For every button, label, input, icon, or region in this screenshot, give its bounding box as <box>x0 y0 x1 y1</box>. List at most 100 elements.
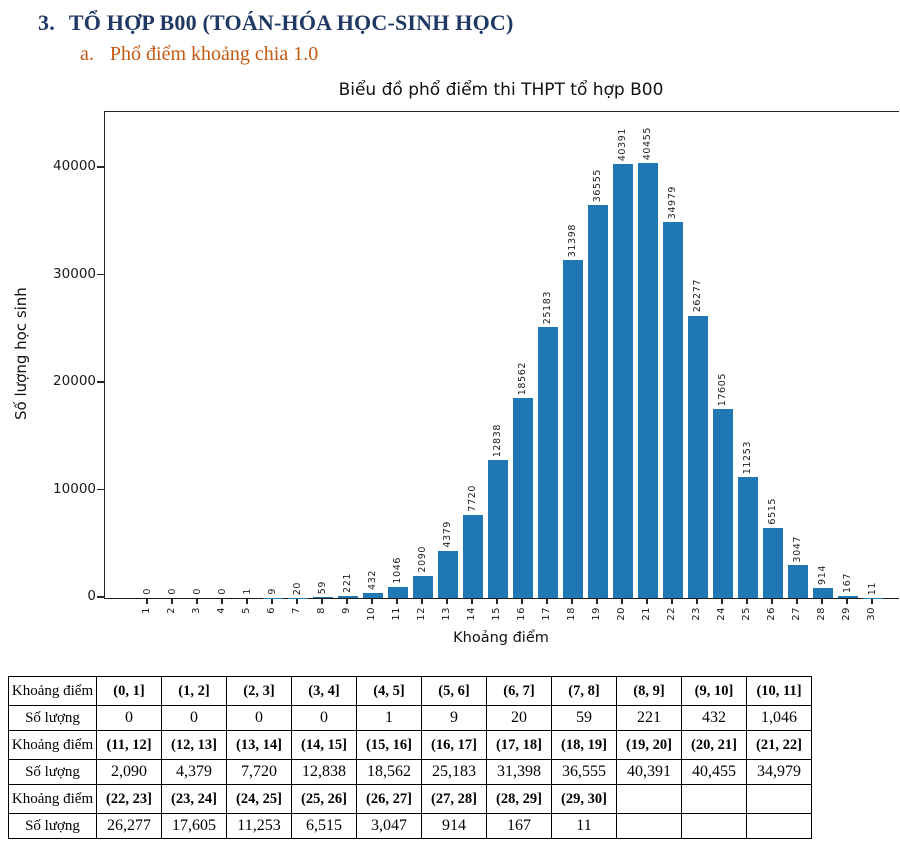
bar-value-label: 17605 <box>718 373 729 406</box>
y-tick-label: 0 <box>28 588 96 604</box>
interval-cell: (27, 28] <box>422 785 487 814</box>
count-cell: 9 <box>422 706 487 731</box>
interval-cell: (3, 4] <box>292 677 357 706</box>
count-cell: 36,555 <box>552 760 617 785</box>
bar-value-label: 6515 <box>768 498 779 525</box>
x-tick-label: 30 <box>867 607 878 621</box>
x-tick-mark <box>196 599 197 604</box>
bar-value-label: 12838 <box>493 424 504 457</box>
bar-value-label: 0 <box>193 588 204 595</box>
bar <box>613 164 633 598</box>
y-tick-label: 20000 <box>28 373 96 389</box>
interval-cell: (17, 18] <box>487 731 552 760</box>
count-cell: 17,605 <box>162 814 227 839</box>
bar-value-label: 0 <box>168 588 179 595</box>
bar-value-label: 18562 <box>518 362 529 395</box>
y-tick-mark <box>97 596 104 597</box>
bar-value-label: 40391 <box>618 128 629 161</box>
x-tick-mark <box>396 599 397 604</box>
row-header-cell: Khoảng điểm <box>9 677 97 706</box>
interval-cell: (21, 22] <box>747 731 812 760</box>
x-tick-mark <box>496 599 497 604</box>
bar <box>838 596 858 598</box>
y-tick-label: 10000 <box>28 481 96 497</box>
y-tick-label: 30000 <box>28 266 96 282</box>
x-tick-label: 11 <box>392 607 403 621</box>
section-number: 3. <box>38 10 55 36</box>
interval-cell: (2, 3] <box>227 677 292 706</box>
x-tick-mark <box>771 599 772 604</box>
count-cell: 34,979 <box>747 760 812 785</box>
count-cell: 0 <box>162 706 227 731</box>
x-tick-mark <box>696 599 697 604</box>
bar <box>688 316 708 598</box>
bar-value-label: 31398 <box>568 224 579 257</box>
x-tick-mark <box>546 599 547 604</box>
interval-cell: (4, 5] <box>357 677 422 706</box>
count-cell <box>682 814 747 839</box>
x-tick-mark <box>846 599 847 604</box>
interval-cell: (24, 25] <box>227 785 292 814</box>
bar <box>363 593 383 598</box>
bar-value-label: 11253 <box>743 441 754 474</box>
interval-cell: (14, 15] <box>292 731 357 760</box>
count-cell <box>747 814 812 839</box>
x-tick-mark <box>671 599 672 604</box>
x-tick-label: 14 <box>467 607 478 621</box>
count-cell <box>617 814 682 839</box>
x-tick-label: 12 <box>417 607 428 621</box>
bar-value-label: 167 <box>843 573 854 593</box>
interval-cell: (11, 12] <box>97 731 162 760</box>
count-cell: 25,183 <box>422 760 487 785</box>
bar <box>788 565 808 598</box>
bar <box>663 222 683 598</box>
table-row: Khoảng điểm(0, 1](1, 2](2, 3](3, 4](4, 5… <box>9 677 812 706</box>
count-cell: 3,047 <box>357 814 422 839</box>
interval-cell: (6, 7] <box>487 677 552 706</box>
interval-cell: (7, 8] <box>552 677 617 706</box>
bar-value-label: 914 <box>818 565 829 585</box>
x-tick-mark <box>171 599 172 604</box>
count-cell: 221 <box>617 706 682 731</box>
x-tick-mark <box>296 599 297 604</box>
x-tick-label: 28 <box>817 607 828 621</box>
interval-cell: (12, 13] <box>162 731 227 760</box>
interval-cell: (13, 14] <box>227 731 292 760</box>
bar <box>438 551 458 598</box>
y-axis-label: Số lượng học sinh <box>14 111 29 597</box>
interval-cell <box>617 785 682 814</box>
interval-cell: (5, 6] <box>422 677 487 706</box>
count-cell: 6,515 <box>292 814 357 839</box>
section-heading: 3. TỔ HỢP B00 (TOÁN-HÓA HỌC-SINH HỌC) <box>38 10 900 36</box>
row-header-cell: Khoảng điểm <box>9 785 97 814</box>
table-row: Khoảng điểm(11, 12](12, 13](13, 14](14, … <box>9 731 812 760</box>
bar <box>563 260 583 598</box>
bar-value-label: 7720 <box>468 485 479 512</box>
x-tick-label: 18 <box>567 607 578 621</box>
bar-value-label: 59 <box>318 581 329 594</box>
bar <box>538 327 558 598</box>
interval-cell: (20, 21] <box>682 731 747 760</box>
count-cell: 40,455 <box>682 760 747 785</box>
subsection-letter: a. <box>80 43 94 66</box>
bar-value-label: 2090 <box>418 546 429 573</box>
bar-value-label: 1 <box>243 588 254 595</box>
bar-value-label: 1046 <box>393 557 404 584</box>
interval-cell: (22, 23] <box>97 785 162 814</box>
x-tick-mark <box>321 599 322 604</box>
bar <box>763 528 783 598</box>
x-tick-mark <box>471 599 472 604</box>
row-header-cell: Số lượng <box>9 760 97 785</box>
chart-title: Biểu đồ phổ điểm thi THPT tổ hợp B00 <box>104 80 898 100</box>
bar-value-label: 26277 <box>693 279 704 312</box>
x-tick-label: 26 <box>767 607 778 621</box>
x-tick-label: 22 <box>667 607 678 621</box>
bar-value-label: 34979 <box>668 186 679 219</box>
x-tick-mark <box>271 599 272 604</box>
x-tick-label: 8 <box>317 607 328 614</box>
x-tick-mark <box>146 599 147 604</box>
bar-value-label: 40455 <box>643 127 654 160</box>
